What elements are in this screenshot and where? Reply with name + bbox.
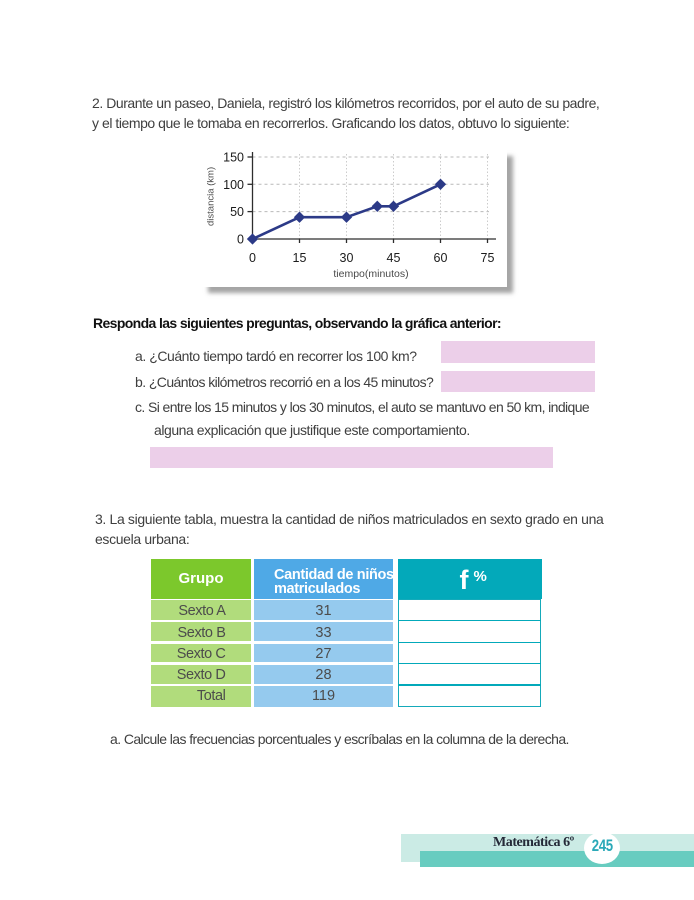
svg-text:50: 50 — [230, 205, 244, 219]
svg-text:0: 0 — [237, 233, 244, 247]
svg-text:60: 60 — [434, 251, 448, 265]
svg-text:30: 30 — [340, 251, 354, 265]
svg-text:15: 15 — [293, 251, 307, 265]
svg-text:150: 150 — [223, 151, 244, 165]
svg-text:distancia (km): distancia (km) — [206, 167, 217, 226]
svg-text:45: 45 — [387, 251, 401, 265]
svg-text:tiempo(minutos): tiempo(minutos) — [333, 268, 408, 280]
svg-text:0: 0 — [249, 251, 256, 265]
svg-text:75: 75 — [481, 251, 495, 265]
svg-text:100: 100 — [223, 178, 244, 192]
